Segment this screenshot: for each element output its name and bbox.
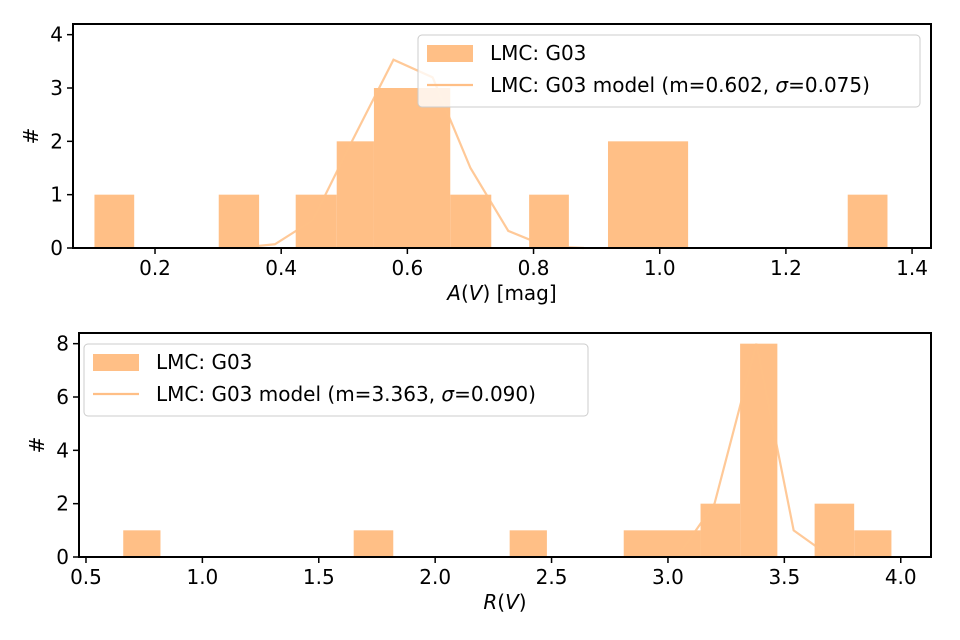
histogram-bars: [123, 343, 892, 557]
y-tick-label: 0: [50, 236, 63, 260]
y-axis-label: #: [19, 128, 43, 145]
y-tick-label: 8: [56, 332, 69, 356]
histogram-bar: [218, 194, 260, 248]
histogram-bar: [740, 343, 778, 557]
x-tick-label: 0.8: [518, 256, 550, 280]
x-tick-label: 1.5: [303, 565, 335, 589]
y-tick-label: 0: [56, 545, 69, 569]
x-tick-label: 1.4: [896, 256, 928, 280]
axis-ticks: 0.2 0.4 0.6 0.8 1.0 1.2 1.4 0 1 2 3 4: [50, 23, 928, 280]
histogram-bar: [295, 194, 337, 248]
histogram-bar: [353, 530, 394, 557]
histogram-bar: [450, 194, 492, 248]
histogram-bar: [509, 530, 547, 557]
legend-box: [83, 343, 589, 417]
histogram-bars: [94, 88, 888, 248]
legend: LMC: G03 LMC: G03 model (m=3.363, σ=0.090…: [83, 343, 589, 417]
x-tick-label: 2.5: [536, 565, 568, 589]
x-tick-label: 0.2: [139, 256, 171, 280]
x-axis-label: A(V) [mag]: [445, 281, 556, 305]
histogram-bar: [847, 194, 888, 248]
x-tick-label: 4.0: [885, 565, 917, 589]
histogram-bar: [373, 88, 451, 248]
y-tick-label: 2: [56, 492, 69, 516]
axis-ticks: 0.5 1.0 1.5 2.0 2.5 3.0 3.5 4.0 0 2 4 6 8: [56, 332, 916, 589]
y-tick-label: 3: [50, 76, 63, 100]
x-tick-label: 0.6: [391, 256, 423, 280]
axes-frame: [72, 23, 932, 249]
legend-swatch-histogram: [93, 354, 139, 371]
x-axis-label: R(V): [483, 590, 526, 614]
x-tick-label: 1.0: [644, 256, 676, 280]
model-curve: [236, 58, 585, 250]
y-tick-label: 4: [56, 438, 69, 462]
legend-label-histogram: LMC: G03: [156, 350, 252, 374]
histogram-bar: [94, 194, 135, 248]
y-tick-label: 2: [50, 129, 63, 153]
y-axis-label: #: [25, 437, 49, 454]
histogram-bar: [336, 141, 374, 248]
legend-box: [417, 34, 921, 108]
legend-label-histogram: LMC: G03: [490, 41, 586, 65]
histogram-bar: [529, 194, 569, 248]
legend-label-model: LMC: G03 model (m=3.363, σ=0.090): [156, 382, 536, 406]
x-tick-label: 3.0: [652, 565, 684, 589]
histogram-bar: [814, 503, 855, 557]
histogram-bar: [123, 530, 161, 557]
x-tick-label: 0.5: [70, 565, 102, 589]
x-tick-label: 0.4: [265, 256, 297, 280]
model-curve: [676, 343, 832, 558]
histogram-bar: [607, 141, 689, 248]
axes-frame: [78, 332, 932, 558]
histogram-bar: [700, 503, 741, 557]
y-tick-label: 4: [50, 23, 63, 47]
x-tick-label: 1.0: [186, 565, 218, 589]
y-tick-label: 6: [56, 385, 69, 409]
legend-swatch-histogram: [427, 45, 473, 62]
histogram-bar: [623, 530, 701, 557]
histogram-bar: [854, 530, 892, 557]
x-tick-label: 2.0: [419, 565, 451, 589]
x-tick-label: 3.5: [768, 565, 800, 589]
x-tick-label: 1.2: [770, 256, 802, 280]
bottom-chart-panel: 0.5 1.0 1.5 2.0 2.5 3.0 3.5 4.0 0 2 4 6 8 R(V) # LMC…: [25, 332, 932, 614]
y-tick-label: 1: [50, 183, 63, 207]
legend-label-model: LMC: G03 model (m=0.602, σ=0.075): [490, 73, 870, 97]
legend: LMC: G03 LMC: G03 model (m=0.602, σ=0.075…: [417, 34, 921, 108]
